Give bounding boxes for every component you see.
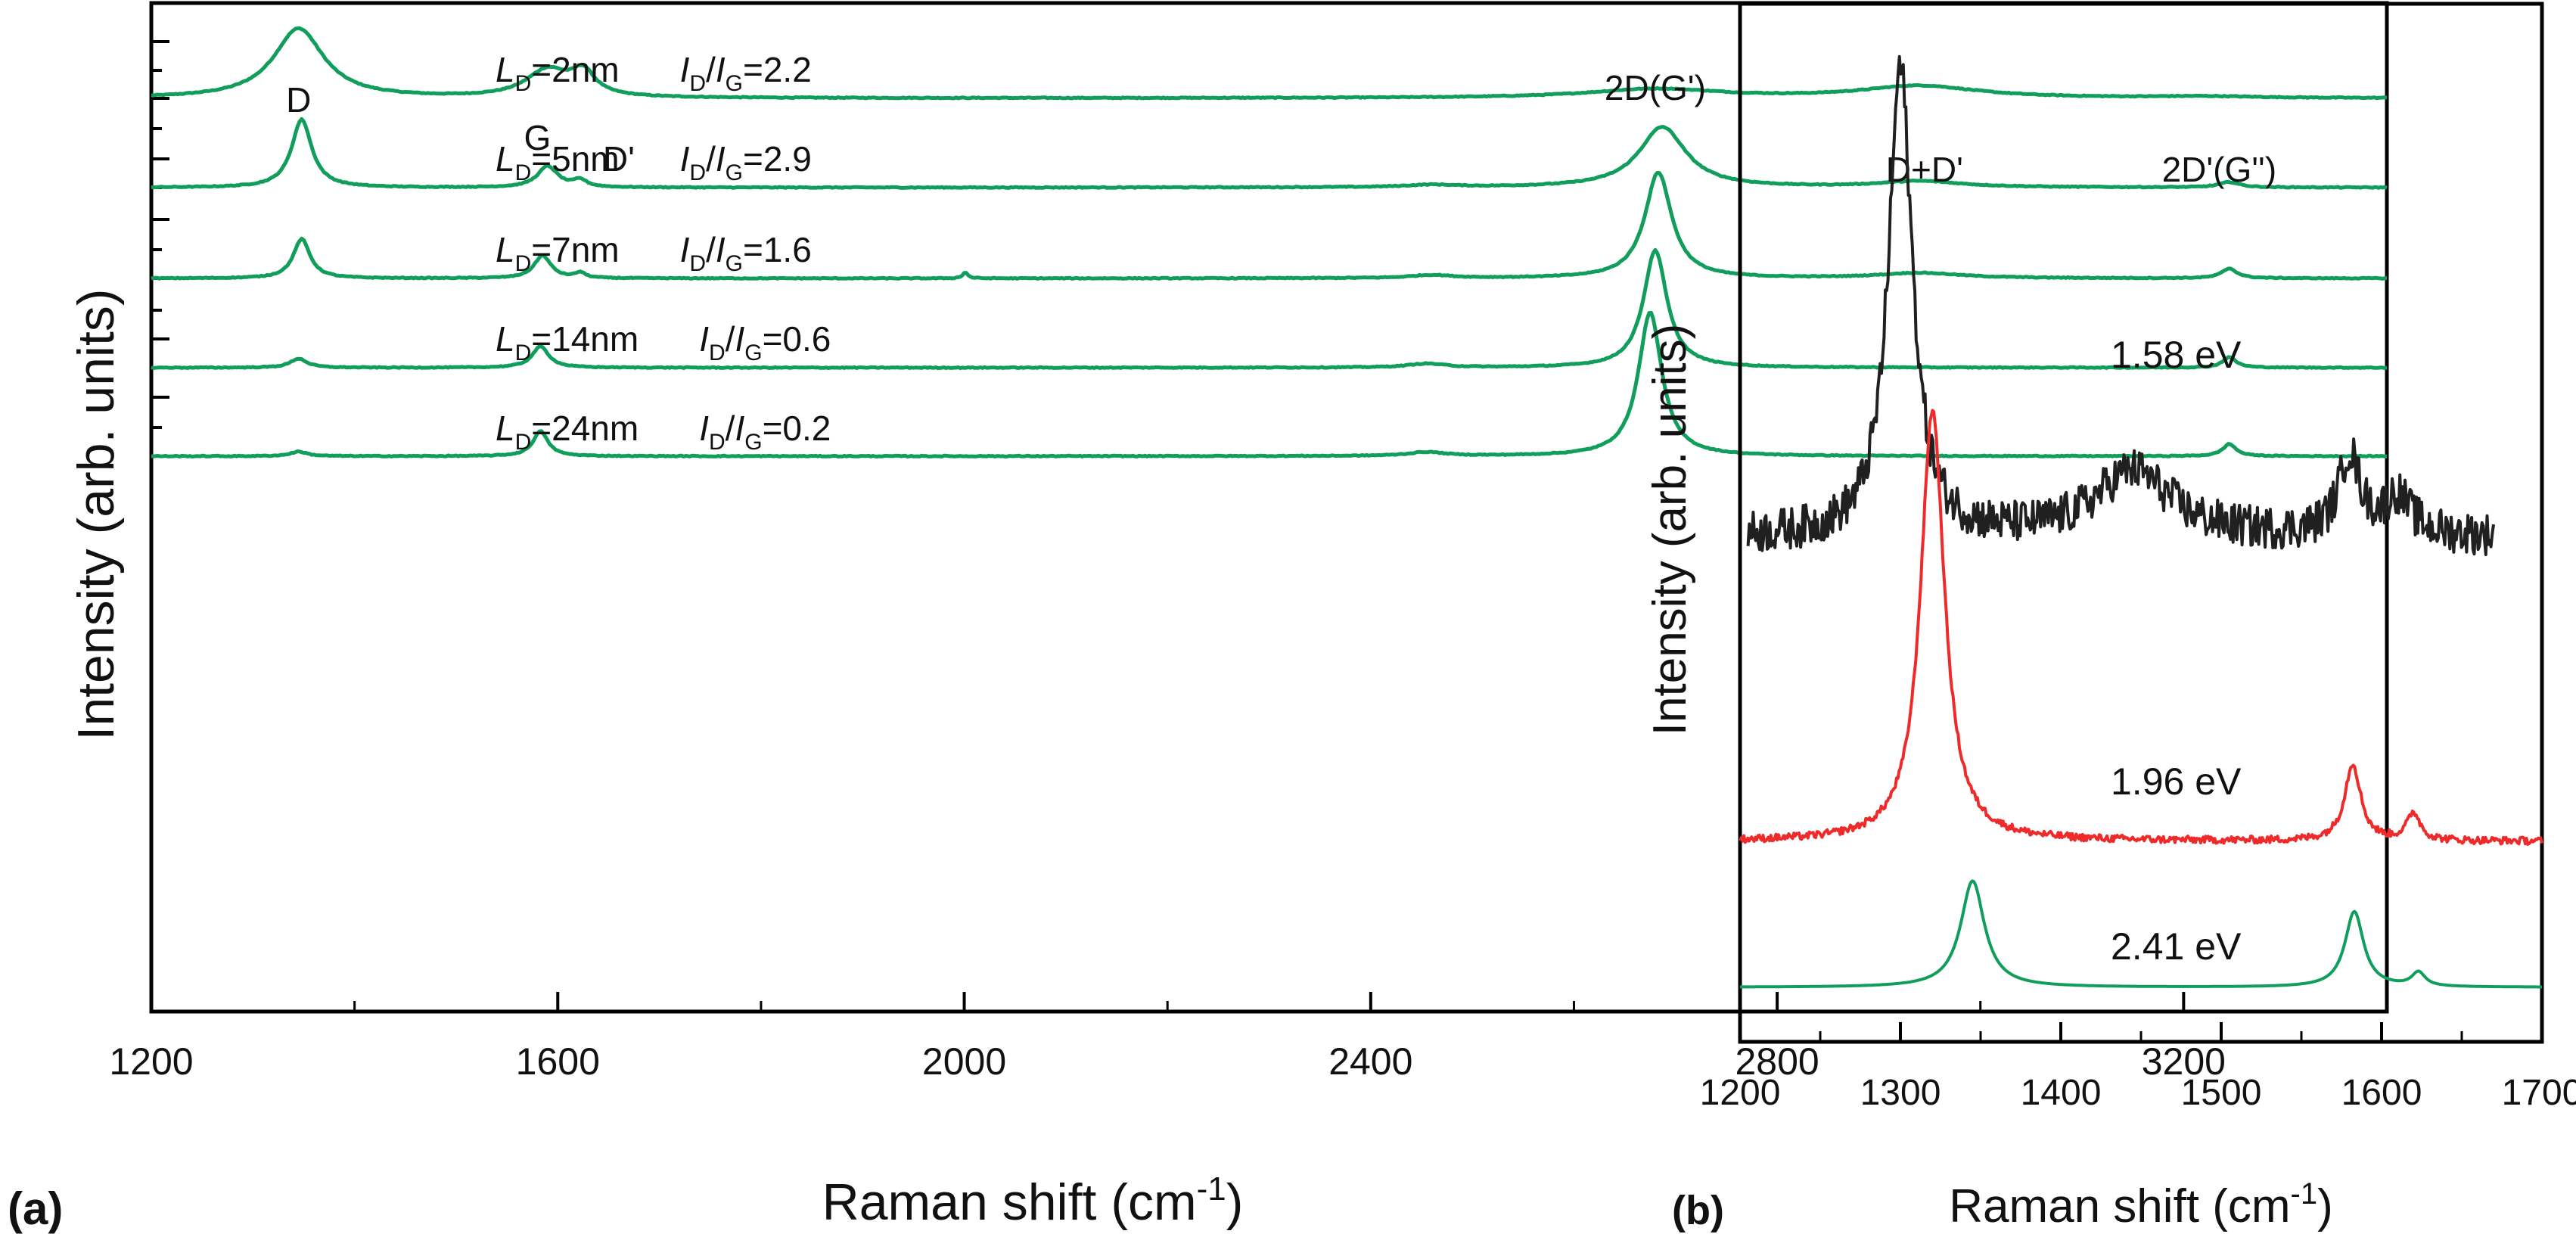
panel-a-xlabel: Raman shift (cm-1) [822, 1170, 1244, 1231]
b-xtick-label: 1500 [2181, 1073, 2262, 1113]
a-xtick-label: 1200 [109, 1040, 193, 1083]
a-peak-label: D+D' [1886, 150, 1963, 189]
b-xtick-label: 1400 [2021, 1073, 2102, 1113]
b-xtick-label: 1300 [1860, 1073, 1941, 1113]
a-series-label-5: LD=24nm ID/IG=0.2 [496, 409, 831, 455]
a-xtick-label: 2400 [1328, 1040, 1412, 1083]
b-xtick-label: 1600 [2341, 1073, 2422, 1113]
a-series-line-1 [151, 26, 2388, 101]
a-series-label-2: LD=5nm ID/IG=2.9 [496, 139, 812, 185]
a-series-label-1: LD=2nm ID/IG=2.2 [496, 50, 812, 96]
a-series-line-2 [151, 117, 2388, 190]
panel-b-label: (b) [1672, 1188, 1724, 1233]
a-series-line-5 [151, 311, 2387, 458]
a-peak-label: D [286, 80, 311, 120]
a-xtick-label: 2800 [1735, 1040, 1819, 1083]
panel-a-chart: 1200 1600 2000 2400 2800 3200 D G D' 2D(G') D+D' 2… [8, 1, 2389, 1234]
a-series-line-3 [151, 170, 2387, 281]
panel-a-series [151, 26, 2388, 458]
a-series-label-3: LD=7nm ID/IG=1.6 [496, 230, 812, 276]
a-series-label-4: LD=14nm ID/IG=0.6 [496, 319, 831, 365]
panel-a-ylabel: Intensity (arb. units) [67, 288, 125, 740]
b-series-line-2 [1739, 409, 2543, 846]
b-xtick-label: 1700 [2502, 1073, 2576, 1113]
a-xtick-label: 3200 [2142, 1040, 2226, 1083]
panel-b-chart: 1200 1300 1400 1500 1600 1700 1.58 eV 1.96 eV 2… [1644, 2, 2576, 1233]
panel-b-ylabel: Intensity (arb. units) [1644, 324, 1696, 735]
a-peak-label: 2D(G') [1605, 68, 1706, 107]
a-xtick-label: 2000 [922, 1040, 1006, 1083]
panel-b-xlabel: Raman shift (cm-1) [1949, 1177, 2333, 1232]
b-xtick-label: 1200 [1700, 1073, 1781, 1113]
a-peak-label: D' [603, 139, 635, 179]
a-peak-label: 2D'(G'') [2162, 150, 2277, 189]
b-series-label-1: 1.58 eV [2111, 334, 2242, 376]
panel-a-ticks: 1200 1600 2000 2400 2800 3200 [109, 40, 2226, 1083]
b-series-line-3 [1739, 879, 2543, 989]
a-peak-label: G [524, 118, 552, 157]
panel-a-label: (a) [8, 1183, 63, 1234]
panel-b-series [1739, 54, 2543, 989]
panel-a-peak-labels: D G D' 2D(G') D+D' 2D'(G'') [286, 68, 2276, 189]
panel-b-series-labels: 1.58 eV 1.96 eV 2.41 eV [2111, 334, 2242, 968]
panel-a-series-labels: LD=2nm ID/IG=2.2 LD=5nm ID/IG=2.9 LD=7nm ID/I… [496, 50, 831, 455]
b-series-label-3: 2.41 eV [2111, 925, 2242, 968]
panel-b-ticks: 1200 1300 1400 1500 1600 1700 [1700, 1022, 2576, 1113]
b-series-label-2: 1.96 eV [2111, 760, 2242, 803]
b-series-line-1 [1746, 54, 2495, 557]
a-series-line-4 [151, 247, 2388, 370]
a-xtick-label: 1600 [516, 1040, 600, 1083]
